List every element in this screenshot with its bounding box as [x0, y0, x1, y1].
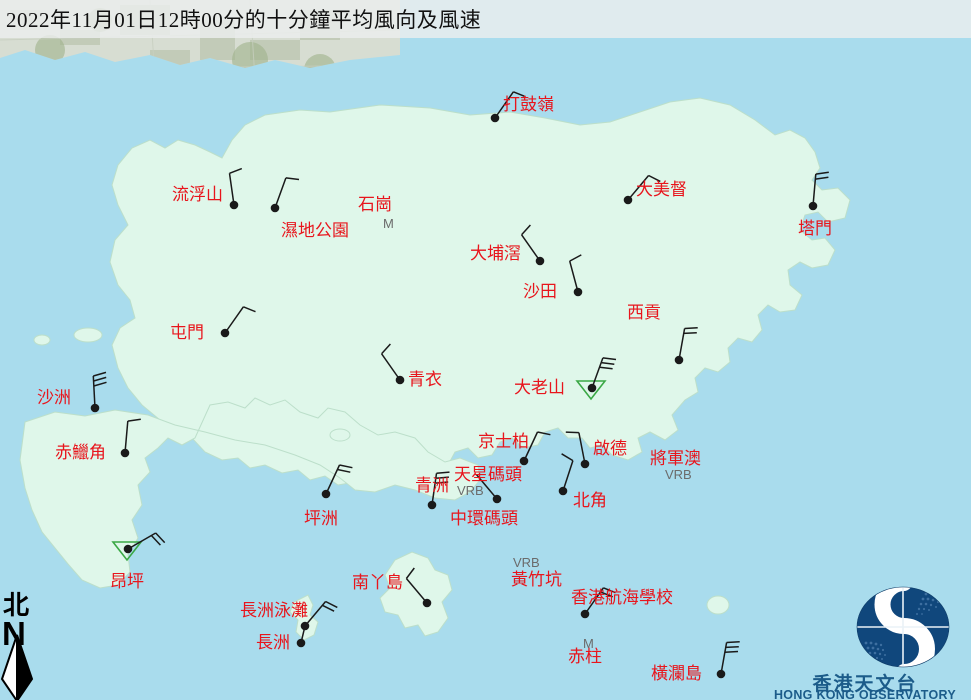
- svg-text:橫瀾島: 橫瀾島: [651, 664, 702, 683]
- svg-text:M: M: [383, 216, 394, 231]
- svg-text:北角: 北角: [573, 491, 607, 510]
- svg-text:大美督: 大美督: [636, 180, 687, 199]
- svg-text:赤鱲角: 赤鱲角: [55, 443, 106, 462]
- svg-text:昂坪: 昂坪: [110, 572, 144, 591]
- svg-text:將軍澳: 將軍澳: [650, 449, 701, 468]
- svg-text:坪洲: 坪洲: [304, 509, 338, 528]
- svg-text:VRB: VRB: [457, 483, 484, 498]
- svg-text:濕地公園: 濕地公園: [281, 221, 349, 240]
- svg-text:南丫島: 南丫島: [352, 573, 403, 592]
- svg-text:塔門: 塔門: [798, 219, 832, 238]
- svg-text:青衣: 青衣: [408, 370, 442, 389]
- svg-text:青洲: 青洲: [415, 476, 449, 495]
- svg-text:京士柏: 京士柏: [478, 432, 529, 451]
- svg-text:香港航海學校: 香港航海學校: [571, 588, 673, 607]
- svg-text:大老山: 大老山: [514, 378, 565, 397]
- svg-text:M: M: [583, 636, 594, 651]
- svg-text:長洲泳灘: 長洲泳灘: [240, 601, 308, 620]
- svg-text:大埔滘: 大埔滘: [470, 244, 521, 263]
- svg-text:打鼓嶺: 打鼓嶺: [503, 95, 554, 114]
- svg-text:VRB: VRB: [665, 467, 692, 482]
- svg-text:啟德: 啟德: [593, 439, 627, 458]
- svg-text:石崗: 石崗: [358, 195, 392, 214]
- svg-text:天星碼頭: 天星碼頭: [454, 465, 522, 484]
- svg-text:VRB: VRB: [513, 555, 540, 570]
- svg-text:屯門: 屯門: [170, 323, 204, 342]
- svg-text:西貢: 西貢: [627, 303, 661, 322]
- svg-text:長洲: 長洲: [256, 633, 290, 652]
- svg-text:中環碼頭: 中環碼頭: [450, 509, 518, 528]
- svg-text:沙洲: 沙洲: [37, 388, 71, 407]
- svg-text:黃竹坑: 黃竹坑: [511, 570, 562, 589]
- svg-text:流浮山: 流浮山: [172, 185, 223, 204]
- svg-text:沙田: 沙田: [523, 282, 557, 301]
